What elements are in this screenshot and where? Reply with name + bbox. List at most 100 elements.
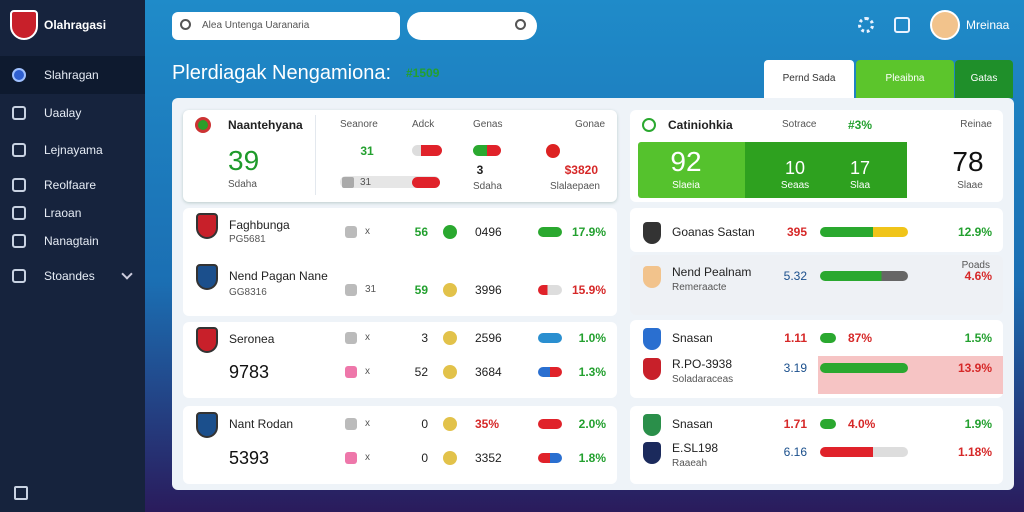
nav-item[interactable]: Uaalay xyxy=(44,106,82,120)
percent: 1.18% xyxy=(957,445,992,459)
item-icon xyxy=(345,366,357,378)
cell: 1.8% xyxy=(578,451,606,465)
bar xyxy=(538,453,562,463)
nav-item[interactable]: Lraoan xyxy=(44,206,82,220)
tab-label[interactable]: Gatas xyxy=(970,73,998,84)
team-name: Goanas Sastan xyxy=(672,225,755,239)
bar xyxy=(538,367,562,377)
tab[interactable] xyxy=(764,60,854,98)
cell: 17.9% xyxy=(571,225,606,239)
team-code: 5393 xyxy=(229,448,270,468)
item-dot xyxy=(443,283,457,297)
team-badge xyxy=(643,266,661,288)
save-icon[interactable] xyxy=(894,17,910,33)
nav-item[interactable]: Lejnayama xyxy=(44,143,103,157)
percent: 4.6% xyxy=(964,269,992,283)
team-name: E.SL198 xyxy=(672,441,719,455)
card xyxy=(183,208,617,316)
item-dot xyxy=(443,365,457,379)
cell: 1.3% xyxy=(578,365,606,379)
bar xyxy=(820,447,908,457)
mid-value: 4.0% xyxy=(848,417,876,431)
team-name: Nend Pealnam xyxy=(672,265,752,279)
score-sub: Seaas xyxy=(780,180,810,191)
bar xyxy=(538,227,562,237)
nav-item[interactable]: Slahragan xyxy=(44,68,99,82)
cell: x xyxy=(365,226,370,237)
search-box[interactable] xyxy=(172,12,400,40)
score-sub: Slaae xyxy=(957,180,983,191)
column-header: Sotrace xyxy=(782,119,817,130)
summary-value: 39 xyxy=(228,145,260,176)
cell: x xyxy=(365,366,370,377)
highlight xyxy=(818,356,1003,394)
score: 92 xyxy=(670,146,702,177)
item-icon xyxy=(345,452,357,464)
cell: 35% xyxy=(475,417,500,431)
value: 395 xyxy=(786,225,807,239)
team-name: R.PO-3938 xyxy=(672,357,733,371)
item-dot xyxy=(443,417,457,431)
team-badge xyxy=(643,414,661,436)
tab-label[interactable]: Pernd Sada xyxy=(782,73,836,84)
avatar[interactable] xyxy=(930,10,960,40)
user-name[interactable]: Mreinaa xyxy=(966,18,1010,32)
score: 10 xyxy=(784,158,806,178)
bar xyxy=(538,333,562,343)
search-icon xyxy=(180,19,191,30)
team-badge xyxy=(643,222,661,244)
bar xyxy=(538,419,562,429)
mid-value: 87% xyxy=(848,331,873,345)
team-badge xyxy=(643,442,661,464)
team-sub: Remeraacte xyxy=(672,282,727,293)
bar xyxy=(473,145,501,156)
card xyxy=(630,406,1003,484)
cell: 2596 xyxy=(475,331,502,345)
team-name: Faghbunga xyxy=(229,218,290,232)
nav-icon xyxy=(12,234,26,248)
column-header: Adck xyxy=(412,119,435,130)
page-code: #1509 xyxy=(406,66,440,80)
tab[interactable] xyxy=(955,60,1013,98)
column-header: Gonae xyxy=(575,119,606,130)
page-title: Plerdiagak Nengamiona: xyxy=(172,62,392,84)
cell: 31 xyxy=(360,144,374,158)
nav-item[interactable]: Stoandes xyxy=(44,269,95,283)
nav-icon xyxy=(12,143,26,157)
item-icon xyxy=(345,226,357,238)
bar xyxy=(820,363,908,373)
percent: 13.9% xyxy=(957,361,992,375)
status-dot xyxy=(642,118,656,132)
team-sub: Soladaraceas xyxy=(672,374,734,385)
value: 6.16 xyxy=(783,445,807,459)
icon xyxy=(546,144,560,158)
score-sub: Slaeia xyxy=(672,180,700,191)
nav-item[interactable]: Reolfaare xyxy=(44,178,97,192)
tag: Poads xyxy=(961,260,990,271)
cell: 3996 xyxy=(475,283,502,297)
bar xyxy=(820,419,836,429)
card xyxy=(630,255,1003,315)
team-badge xyxy=(643,358,661,380)
team-badge xyxy=(196,412,218,438)
settings-icon[interactable] xyxy=(858,17,874,33)
team-name: Seronea xyxy=(229,332,275,346)
tab[interactable] xyxy=(856,60,954,98)
cell: 2.0% xyxy=(578,417,606,431)
column-header: Reinae xyxy=(960,119,992,130)
bar xyxy=(820,333,836,343)
nav-item[interactable]: Nanagtain xyxy=(44,234,99,248)
value: 1.71 xyxy=(783,417,807,431)
search-icon xyxy=(515,19,526,30)
cell: 3684 xyxy=(475,365,502,379)
cell: 0 xyxy=(421,451,428,465)
tab-label[interactable]: Pleaibna xyxy=(885,73,925,84)
cell: 3 xyxy=(421,331,428,345)
column-header: #3% xyxy=(848,118,873,132)
item-icon xyxy=(345,332,357,344)
bar xyxy=(820,227,908,237)
column-header: Genas xyxy=(473,119,503,130)
value: 1.11 xyxy=(784,331,807,345)
cell: x xyxy=(365,332,370,343)
